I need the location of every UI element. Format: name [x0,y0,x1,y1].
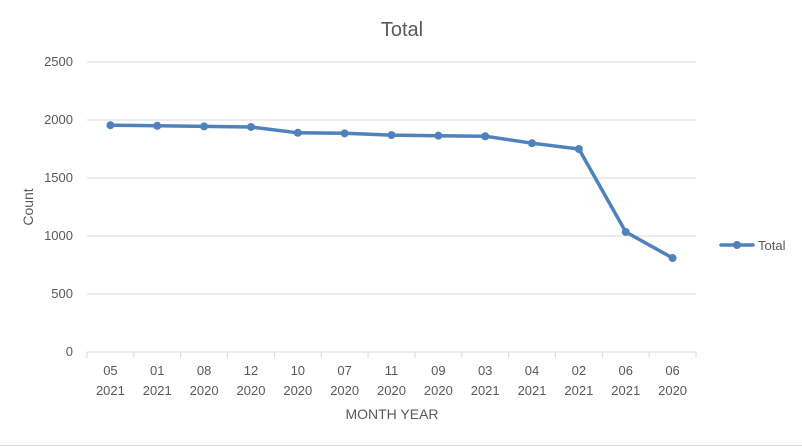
data-point [340,129,349,138]
data-point [246,122,255,131]
y-tick-label: 1500 [44,170,73,185]
legend-label: Total [758,238,786,253]
x-tick-label-year: 2021 [143,383,172,398]
y-tick-label: 0 [66,344,73,359]
y-axis-ticks: 0 500 1000 1500 2000 2500 [44,54,73,359]
series-line-total [108,123,675,260]
x-tick-label-year: 2020 [377,383,406,398]
data-point [574,145,583,153]
x-tick-label-year: 2021 [518,383,547,398]
data-point [200,122,209,131]
x-axis-ticks: 05 2021 01 2021 08 2020 12 2020 10 2020 07 2020 11 20… [86,352,697,398]
x-axis-label: MONTH YEAR [345,406,438,422]
data-point [481,132,490,141]
x-tick-label-year: 2021 [564,383,593,398]
x-tick-label-year: 2020 [424,383,453,398]
chart-title: Total [381,19,423,41]
x-tick-label-year: 2021 [96,383,125,398]
series-layer [106,121,677,263]
x-tick-label-month: 05 [103,363,117,378]
x-tick-label-month: 11 [385,363,399,378]
y-tick-label: 2500 [44,54,73,69]
x-tick-label-month: 06 [618,363,632,378]
data-point [434,131,443,140]
data-point [106,121,115,130]
y-tick-label: 500 [51,286,73,301]
x-tick-label-year: 2020 [283,383,312,398]
x-tick-label-month: 06 [665,363,679,378]
x-tick-label-month: 12 [244,363,258,378]
y-axis-label: Count [20,188,36,225]
legend: Total [719,238,786,253]
x-tick-label-year: 2020 [658,383,687,398]
x-tick-label-month: 07 [337,363,351,378]
x-tick-label-year: 2021 [471,383,500,398]
x-tick-label-month: 04 [525,363,539,378]
x-tick-label-month: 01 [150,363,164,378]
data-point [668,254,677,263]
data-point [293,128,302,137]
x-tick-label-month: 10 [291,363,305,378]
data-point [528,139,537,148]
x-tick-label-year: 2020 [330,383,359,398]
y-tick-label: 2000 [44,112,73,127]
x-tick-label-month: 08 [197,363,211,378]
legend-marker-icon [733,241,741,249]
data-point [387,131,396,140]
x-tick-label-month: 09 [431,363,445,378]
gridlines [87,61,696,353]
data-point [153,121,162,130]
data-point [621,227,630,236]
x-tick-label-year: 2020 [237,383,266,398]
x-tick-label-month: 02 [572,363,586,378]
x-tick-label-month: 03 [478,363,492,378]
x-tick-label-year: 2021 [611,383,640,398]
x-tick-label-year: 2020 [190,383,219,398]
y-tick-label: 1000 [44,228,73,243]
